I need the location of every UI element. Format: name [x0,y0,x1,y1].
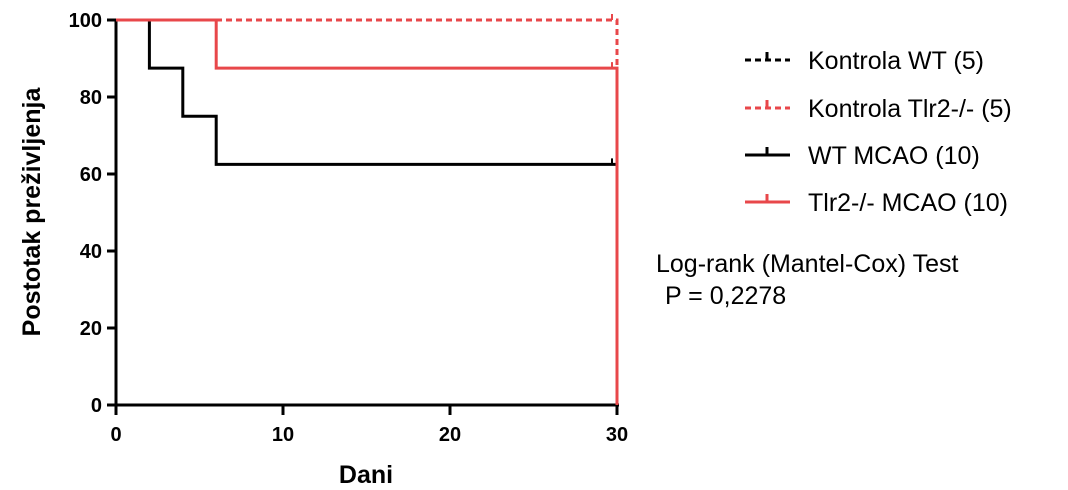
y-tick-label: 40 [80,241,102,263]
y-tick-label: 80 [80,87,102,109]
legend-item-3: WT MCAO (10) [745,142,980,170]
legend-label: Kontrola Tlr2-/- (5) [808,95,1012,123]
legend-label: Kontrola WT (5) [808,47,984,75]
series-line-3 [116,18,619,405]
x-tick-label: 0 [110,424,121,446]
series-line-2 [116,18,619,405]
y-axis-title: Postotak preživljenja [18,87,46,337]
x-axis-title: Dani [339,461,393,489]
logrank-test-label: Log-rank (Mantel-Cox) Test [656,250,958,278]
y-tick-label: 100 [69,10,102,32]
legend-item-4: Tlr2-/- MCAO (10) [745,189,1008,217]
y-tick-label: 0 [91,395,102,417]
x-tick-label: 30 [606,424,628,446]
y-tick-label: 20 [80,318,102,340]
y-tick-label: 60 [80,164,102,186]
series-line-4 [116,18,619,405]
x-tick-label: 20 [439,424,461,446]
legend-item-1: Kontrola WT (5) [745,47,984,75]
p-value-label: P = 0,2278 [665,282,786,310]
legend-item-2: Kontrola Tlr2-/- (5) [745,95,1012,123]
legend-label: WT MCAO (10) [808,142,980,170]
legend-label: Tlr2-/- MCAO (10) [808,189,1008,217]
series-line-1 [116,18,619,405]
x-tick-label: 10 [272,424,294,446]
